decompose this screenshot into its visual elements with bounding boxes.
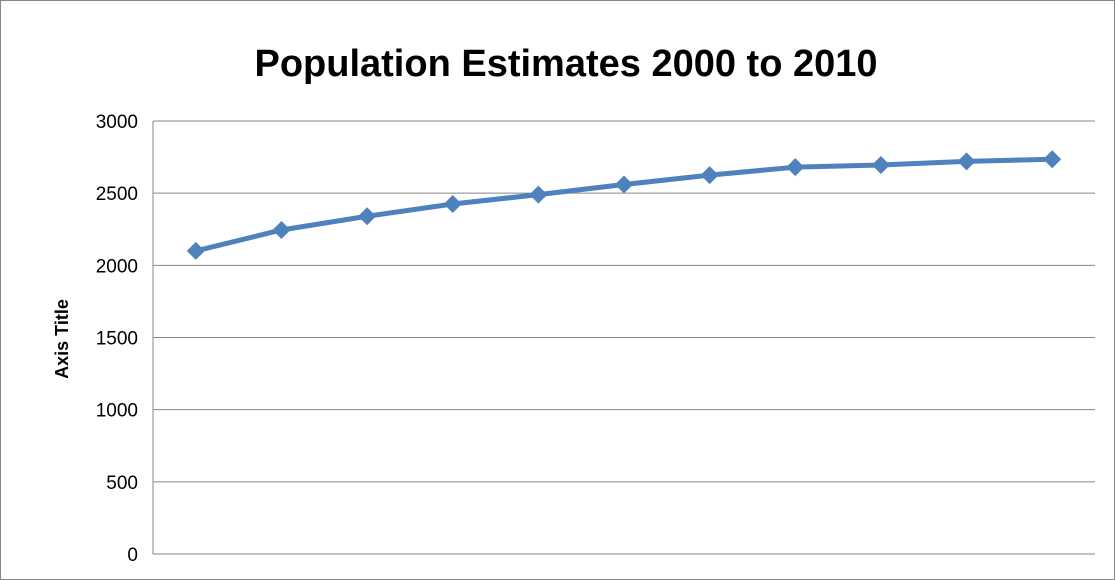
data-point-marker: [186, 241, 205, 260]
y-tick-label: 500: [106, 473, 138, 494]
series-line: [193, 156, 1055, 254]
data-point-marker: [786, 158, 805, 177]
data-point-marker: [1043, 150, 1062, 169]
y-tick-label: 1000: [96, 401, 138, 422]
y-axis-title: Axis Title: [52, 299, 72, 379]
y-tick-label: 0: [127, 545, 138, 566]
data-point-marker: [700, 166, 719, 185]
data-point-marker: [615, 175, 633, 194]
series-layer: [186, 150, 1062, 260]
y-tick-label: 1500: [96, 329, 138, 350]
y-tick-label: 3000: [96, 112, 138, 133]
data-point-marker: [358, 207, 377, 226]
y-tick-labels: 0 500 1000 1500 2000 2500 3000: [96, 112, 138, 566]
y-tick-label: 2000: [96, 256, 138, 277]
y-tick-label: 2500: [96, 184, 138, 205]
data-point-marker: [529, 185, 548, 204]
data-point-marker: [272, 220, 291, 239]
data-point-marker: [957, 152, 976, 171]
data-point-marker: [443, 194, 462, 213]
chart-title: Population Estimates 2000 to 2010: [254, 43, 877, 85]
data-point-marker: [871, 156, 890, 175]
